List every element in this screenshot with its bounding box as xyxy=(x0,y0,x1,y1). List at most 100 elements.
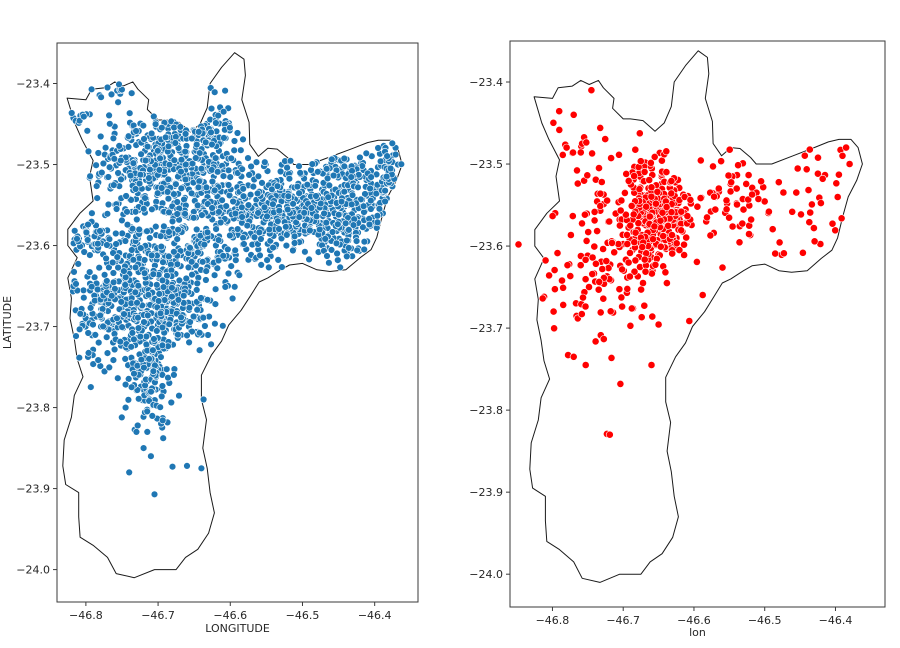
data-point xyxy=(806,208,815,217)
data-point xyxy=(158,392,166,401)
data-point xyxy=(581,275,590,284)
data-point xyxy=(630,238,639,247)
data-point xyxy=(591,337,600,346)
y-tick-label: −23.9 xyxy=(16,483,50,496)
data-point xyxy=(680,240,688,249)
data-point xyxy=(183,331,191,340)
data-point xyxy=(640,255,649,264)
data-point xyxy=(117,156,125,165)
data-point xyxy=(810,237,819,246)
data-point xyxy=(177,313,185,322)
data-point xyxy=(289,200,297,208)
y-tick-label: −23.4 xyxy=(16,78,50,91)
data-point xyxy=(558,276,566,285)
data-point xyxy=(171,139,180,147)
data-point xyxy=(647,158,655,167)
data-point xyxy=(722,196,731,205)
x-tick-label: −46.5 xyxy=(286,609,320,622)
data-point xyxy=(738,219,747,228)
data-point xyxy=(150,490,159,498)
data-point xyxy=(224,181,233,189)
data-point xyxy=(367,196,375,205)
x-tick-label: −46.7 xyxy=(141,609,175,622)
data-point xyxy=(592,259,600,268)
data-point xyxy=(170,190,178,198)
data-point xyxy=(129,159,138,167)
data-point xyxy=(640,167,649,176)
data-point xyxy=(585,283,593,291)
data-point xyxy=(140,205,148,213)
data-point xyxy=(229,197,237,206)
data-point xyxy=(193,279,202,288)
data-point xyxy=(207,104,216,113)
data-point xyxy=(596,308,605,317)
data-point xyxy=(231,209,240,218)
data-point xyxy=(275,225,283,233)
data-point xyxy=(677,226,686,235)
data-point xyxy=(754,195,763,203)
data-point xyxy=(577,310,586,318)
data-point xyxy=(141,156,150,165)
data-point xyxy=(87,85,96,94)
data-point xyxy=(195,128,203,136)
data-point xyxy=(383,152,391,160)
data-point xyxy=(157,242,166,251)
data-point xyxy=(631,145,640,154)
data-point xyxy=(381,197,389,206)
data-point xyxy=(367,205,375,213)
data-point xyxy=(181,130,190,138)
data-point xyxy=(113,253,122,261)
data-point xyxy=(590,242,599,251)
data-point xyxy=(120,267,128,275)
data-point xyxy=(616,206,625,215)
data-point xyxy=(320,209,328,218)
data-point xyxy=(278,263,286,271)
data-point xyxy=(212,119,220,127)
data-point xyxy=(84,220,92,229)
data-point xyxy=(588,253,597,262)
data-point xyxy=(163,365,171,373)
data-point xyxy=(283,164,291,172)
data-point xyxy=(227,154,235,163)
data-point xyxy=(710,192,718,201)
data-point xyxy=(340,154,348,163)
data-point xyxy=(181,210,189,218)
data-point xyxy=(598,265,607,273)
data-point xyxy=(146,165,154,174)
data-point xyxy=(124,143,133,151)
data-point xyxy=(727,178,736,187)
data-point xyxy=(221,283,230,291)
data-point xyxy=(693,257,701,266)
data-point xyxy=(581,361,590,369)
data-point xyxy=(128,225,137,233)
plot-frame xyxy=(509,40,886,608)
data-point xyxy=(140,256,149,264)
data-point xyxy=(159,434,167,442)
data-point xyxy=(545,271,553,280)
y-tick-label: −23.5 xyxy=(16,159,50,172)
data-point xyxy=(83,127,92,135)
data-point xyxy=(373,218,382,227)
data-point xyxy=(184,263,193,272)
data-point xyxy=(273,182,282,190)
data-point xyxy=(165,161,174,169)
data-point xyxy=(142,332,151,341)
points-layer xyxy=(514,86,854,439)
data-point xyxy=(222,202,230,210)
data-point xyxy=(210,271,219,279)
data-point xyxy=(617,196,626,205)
y-axis-label: LATITUDE xyxy=(1,296,14,349)
y-tick-label: −23.6 xyxy=(16,240,50,253)
data-point xyxy=(725,213,733,222)
data-point xyxy=(308,160,316,168)
data-point xyxy=(582,236,591,245)
data-point xyxy=(780,249,788,258)
data-point xyxy=(170,371,178,379)
data-point xyxy=(136,332,145,341)
data-point xyxy=(70,268,78,276)
data-point xyxy=(112,205,121,213)
data-point xyxy=(161,296,169,304)
data-point xyxy=(284,205,292,214)
data-point xyxy=(698,291,707,299)
data-point xyxy=(211,285,220,293)
